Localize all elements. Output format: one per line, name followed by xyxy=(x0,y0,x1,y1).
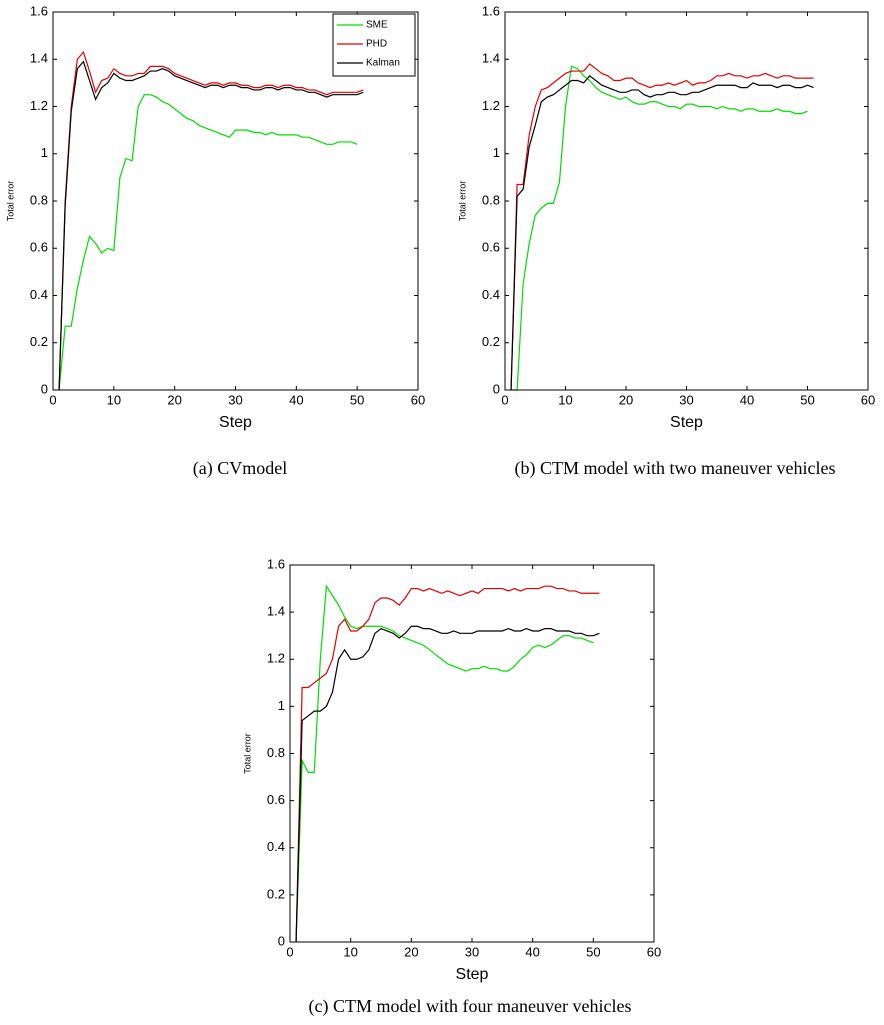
y-tick-label: 0.8 xyxy=(482,192,500,207)
caption: (a) CVmodel xyxy=(193,458,287,479)
caption: (b) CTM model with two maneuver vehicles xyxy=(515,458,836,479)
y-tick-label: 1.6 xyxy=(267,556,285,571)
y-tick-label: 1 xyxy=(493,145,500,160)
x-tick-label: 30 xyxy=(228,392,242,407)
x-axis-label: Step xyxy=(670,414,703,431)
x-axis-label: Step xyxy=(456,966,489,983)
y-tick-label: 0.2 xyxy=(267,886,285,901)
x-tick-label: 10 xyxy=(107,392,121,407)
y-tick-label: 1 xyxy=(278,698,285,713)
plot-area xyxy=(290,565,654,942)
y-tick-label: 0.6 xyxy=(267,792,285,807)
y-tick-label: 0 xyxy=(278,933,285,948)
y-tick-label: 1.4 xyxy=(30,51,48,66)
x-tick-label: 0 xyxy=(286,944,293,959)
series-line xyxy=(510,74,814,391)
series-line xyxy=(295,585,600,943)
legend-label: Kalman xyxy=(366,58,400,69)
x-tick-label: 0 xyxy=(49,392,56,407)
x-tick-label: 60 xyxy=(861,392,875,407)
x-tick-label: 50 xyxy=(586,944,600,959)
y-tick-label: 0.2 xyxy=(30,334,48,349)
y-tick-label: 1 xyxy=(41,145,48,160)
x-tick-label: 40 xyxy=(289,392,303,407)
x-tick-label: 40 xyxy=(740,392,754,407)
x-tick-label: 20 xyxy=(619,392,633,407)
y-tick-label: 1.2 xyxy=(267,651,285,666)
x-tick-label: 10 xyxy=(343,944,357,959)
legend-label: PHD xyxy=(366,39,387,50)
series-line xyxy=(510,63,814,391)
series-line xyxy=(58,50,364,391)
y-tick-label: 1.4 xyxy=(482,51,500,66)
y-tick-label: 0.6 xyxy=(30,240,48,255)
series-line xyxy=(295,584,594,943)
caption: (c) CTM model with four maneuver vehicle… xyxy=(309,996,632,1017)
y-tick-label: 0.6 xyxy=(482,240,500,255)
y-tick-label: 1.2 xyxy=(482,98,500,113)
x-tick-label: 30 xyxy=(465,944,479,959)
y-axis-label: Total error xyxy=(457,181,467,222)
plot-area xyxy=(505,12,868,390)
x-tick-label: 60 xyxy=(647,944,661,959)
y-tick-label: 1.2 xyxy=(30,98,48,113)
y-tick-label: 1.6 xyxy=(30,3,48,18)
y-tick-label: 0.4 xyxy=(482,287,500,302)
y-tick-label: 0.4 xyxy=(267,839,285,854)
y-tick-label: 0.2 xyxy=(482,334,500,349)
y-tick-label: 1.4 xyxy=(267,604,285,619)
x-tick-label: 20 xyxy=(167,392,181,407)
x-tick-label: 60 xyxy=(411,392,425,407)
legend-box xyxy=(332,13,416,77)
x-tick-label: 0 xyxy=(501,392,508,407)
y-axis-label: Total error xyxy=(5,181,15,222)
x-tick-label: 30 xyxy=(679,392,693,407)
series-line xyxy=(58,60,364,391)
legend-label: SME xyxy=(366,20,388,31)
y-tick-label: 0.8 xyxy=(30,192,48,207)
series-line xyxy=(511,65,808,391)
x-tick-label: 40 xyxy=(525,944,539,959)
y-tick-label: 0 xyxy=(493,381,500,396)
x-axis-label: Step xyxy=(219,414,252,431)
y-tick-label: 0.4 xyxy=(30,287,48,302)
x-tick-label: 50 xyxy=(350,392,364,407)
x-tick-label: 50 xyxy=(800,392,814,407)
x-tick-label: 10 xyxy=(558,392,572,407)
y-tick-label: 0 xyxy=(41,381,48,396)
series-line xyxy=(295,625,600,943)
y-tick-label: 1.6 xyxy=(482,3,500,18)
x-tick-label: 20 xyxy=(404,944,418,959)
y-tick-label: 0.8 xyxy=(267,745,285,760)
y-axis-label: Total error xyxy=(242,733,252,774)
series-line xyxy=(58,94,358,391)
